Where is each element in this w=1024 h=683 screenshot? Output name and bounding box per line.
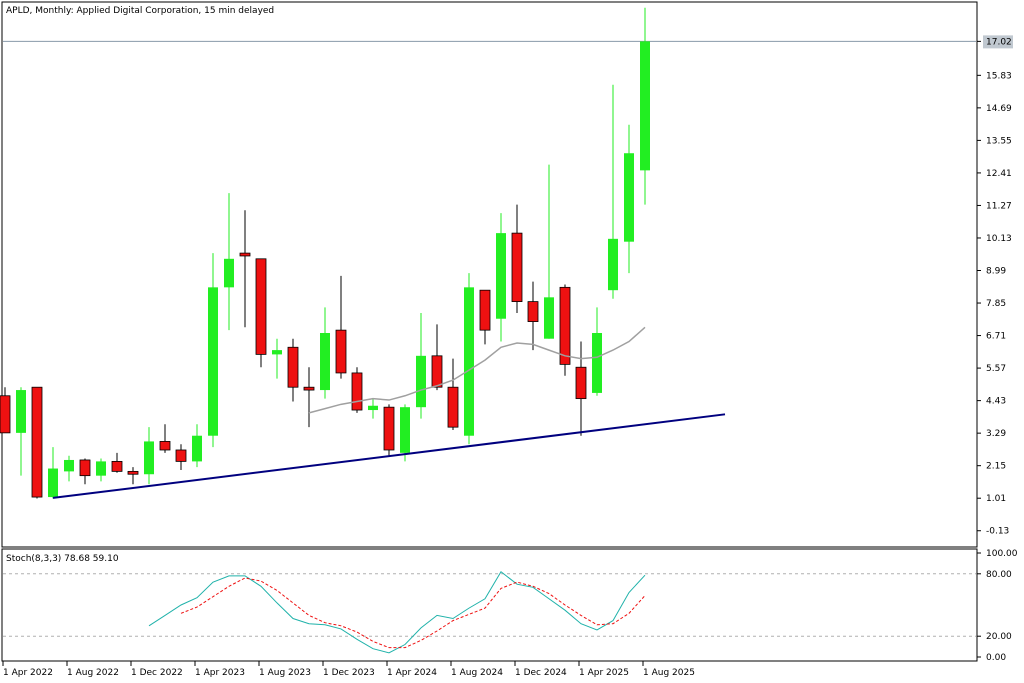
stochastic-tick-label: 0.00	[986, 653, 1006, 663]
bullish-candle	[208, 287, 218, 436]
bullish-candle	[640, 41, 650, 171]
time-tick-label: 1 Dec 2022	[131, 668, 183, 678]
chart-title: APLD, Monthly: Applied Digital Corporati…	[6, 6, 274, 16]
time-tick-label: 1 Dec 2023	[323, 668, 375, 678]
bullish-candle	[496, 233, 506, 319]
price-tick-label: 2.15	[986, 462, 1006, 472]
bullish-candle	[64, 459, 74, 472]
bearish-candle	[511, 232, 523, 303]
bullish-candle	[144, 441, 154, 475]
bearish-candle	[287, 346, 299, 388]
stochastic-signal-line	[180, 577, 646, 649]
current-price-tag: 17.02	[983, 35, 1013, 49]
stochastic-tick-label: 80.00	[986, 570, 1012, 580]
bearish-candle	[31, 386, 43, 498]
bearish-candle	[351, 372, 363, 411]
price-tick-label: 1.01	[986, 494, 1006, 504]
bullish-candle	[624, 153, 634, 242]
bearish-candle	[79, 459, 91, 477]
bearish-candle	[159, 441, 171, 451]
bearish-candle	[255, 258, 267, 355]
price-tick-label: 3.29	[986, 429, 1006, 439]
price-axis: 17.02 15.83 14.69 13.55 12.41 11.27 10.13 8.99 7…	[977, 37, 1012, 537]
stochastic-tick-label: 100.00	[986, 549, 1018, 559]
time-axis: 1 Apr 2022 1 Aug 2022 1 Dec 2022 1 Apr 2023…	[2, 661, 695, 678]
bearish-candle	[127, 470, 139, 475]
price-tick-label: 10.13	[986, 234, 1012, 244]
time-tick-label: 1 Dec 2024	[515, 668, 567, 678]
bearish-candle	[111, 460, 123, 472]
bearish-candle	[479, 289, 491, 331]
time-tick-label: 1 Aug 2024	[451, 668, 503, 678]
bullish-candle	[400, 407, 410, 453]
time-tick-label: 1 Apr 2025	[579, 668, 629, 678]
time-tick-label: 1 Apr 2024	[387, 668, 437, 678]
price-tick-label: -0.13	[986, 527, 1009, 537]
bullish-candle	[48, 468, 58, 498]
bullish-candle	[224, 258, 234, 288]
time-tick-label: 1 Aug 2023	[259, 668, 311, 678]
stochastic-level-lines	[3, 573, 976, 637]
bullish-candle	[16, 390, 26, 433]
bearish-candle	[559, 286, 571, 365]
bearish-candle	[303, 386, 315, 391]
bullish-candle	[592, 332, 602, 393]
stochastic-tick-label: 20.00	[986, 632, 1012, 642]
stochastic-main-line	[148, 570, 646, 654]
support-trendline[interactable]	[52, 413, 726, 499]
bearish-candle	[239, 252, 251, 257]
time-tick-label: 1 Apr 2023	[195, 668, 245, 678]
price-tick-label: 11.27	[986, 201, 1012, 211]
price-tick-label: 12.41	[986, 169, 1012, 179]
bearish-candle	[447, 386, 459, 428]
time-tick-label: 1 Aug 2025	[643, 668, 695, 678]
bullish-candle	[416, 355, 426, 408]
time-tick-label: 1 Aug 2022	[67, 668, 119, 678]
price-panel[interactable]	[1, 1, 978, 548]
price-tick-label: 6.71	[986, 332, 1006, 342]
price-tick-label: 4.43	[986, 397, 1006, 407]
bullish-candle	[544, 297, 554, 339]
time-tick-label: 1 Apr 2022	[3, 668, 53, 678]
price-tick-label: 13.55	[986, 136, 1012, 146]
price-tick-label: 8.99	[986, 267, 1006, 277]
bearish-candle	[527, 301, 539, 322]
stochastic-title: Stoch(8,3,3) 78.68 59.10	[6, 554, 119, 564]
price-tick-label: 15.83	[986, 71, 1012, 81]
bearish-candle	[0, 395, 11, 434]
price-tick-label: 5.57	[986, 364, 1006, 374]
bullish-candle	[464, 287, 474, 436]
bullish-candle	[320, 332, 330, 391]
price-tick-label: 14.69	[986, 104, 1012, 114]
moving-average-line	[308, 326, 646, 414]
bearish-candle	[431, 355, 443, 388]
stochastic-panel[interactable]	[1, 548, 978, 662]
svg-text:17.02: 17.02	[986, 37, 1012, 47]
bearish-candle	[575, 366, 587, 400]
bullish-candle	[608, 238, 618, 291]
candlestick-series	[0, 7, 650, 499]
stochastic-axis: 100.00 80.00 20.00 0.00	[977, 549, 1018, 663]
bearish-candle	[383, 406, 395, 451]
price-tick-label: 7.85	[986, 299, 1006, 309]
bearish-candle	[335, 329, 347, 374]
bullish-candle	[96, 461, 106, 476]
bullish-candle	[272, 350, 282, 355]
bearish-candle	[175, 449, 187, 462]
bullish-candle	[368, 405, 378, 411]
bullish-candle	[192, 435, 202, 462]
